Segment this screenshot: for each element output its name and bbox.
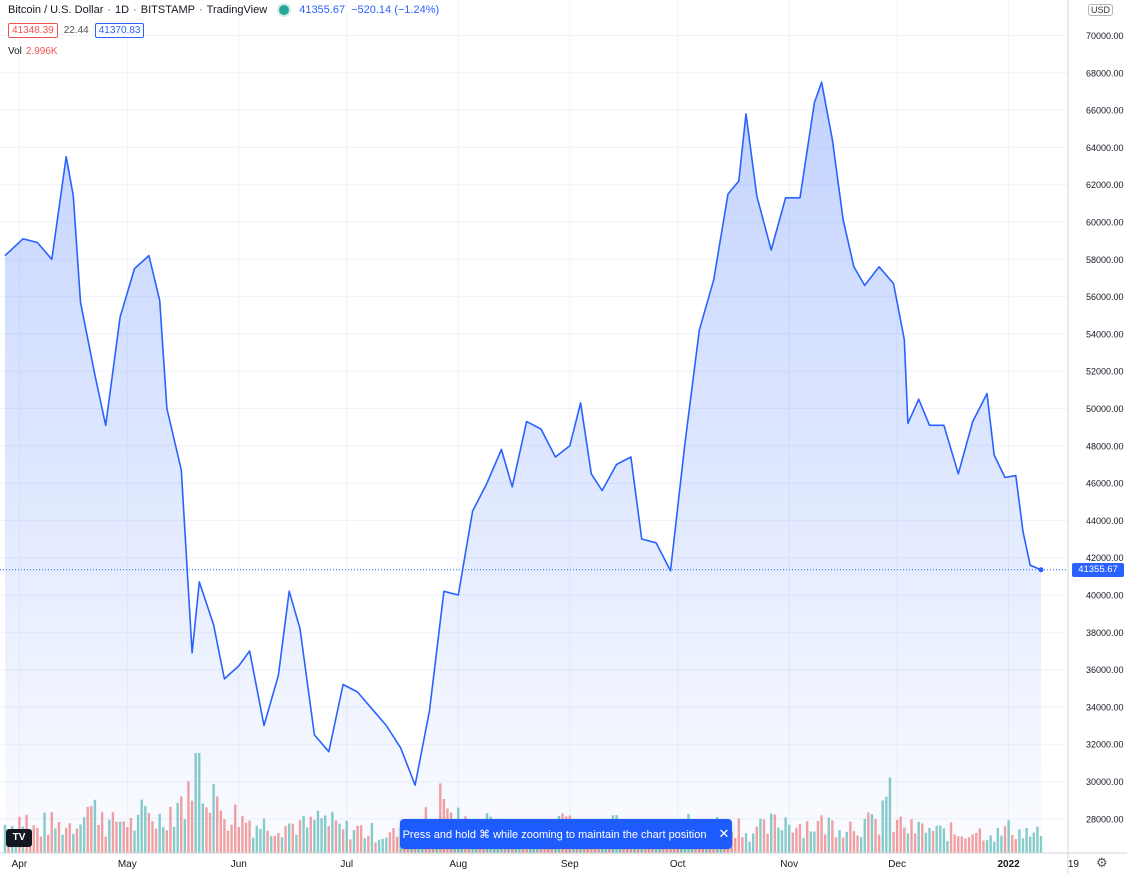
y-tick-label: 56000.00 (1086, 292, 1124, 302)
bid-ask: 41348.39 22.44 41370.83 (8, 23, 145, 38)
y-tick-label: 52000.00 (1086, 367, 1124, 377)
last-price-tag: 41355.67 (1072, 563, 1124, 577)
tradingview-logo[interactable]: TV (6, 829, 32, 847)
y-tick-label: 34000.00 (1086, 702, 1124, 712)
y-tick-label: 62000.00 (1086, 180, 1124, 190)
price-change: −520.14 (−1.24%) (351, 4, 440, 16)
volume-legend: Vol 2.996K (8, 46, 58, 57)
x-tick-label: Dec (888, 859, 906, 870)
source-label: TradingView (206, 4, 268, 16)
y-tick-label: 42000.00 (1086, 553, 1124, 563)
y-tick-label: 48000.00 (1086, 441, 1124, 451)
volume-label: Vol (8, 46, 22, 57)
x-tick-label: 19 (1068, 859, 1080, 870)
y-tick-label: 36000.00 (1086, 665, 1124, 675)
last-price-marker (1038, 567, 1044, 573)
x-tick-label: Jun (231, 859, 247, 870)
y-tick-label: 38000.00 (1086, 628, 1124, 638)
chart-legend: Bitcoin / U.S. Dollar · 1D · BITSTAMP · … (8, 3, 439, 17)
symbol-name[interactable]: Bitcoin / U.S. Dollar (8, 4, 104, 16)
y-tick-label: 32000.00 (1086, 740, 1124, 750)
currency-selector[interactable]: USD (1088, 4, 1114, 16)
y-tick-label: 66000.00 (1086, 106, 1124, 116)
y-tick-label: 60000.00 (1086, 218, 1124, 228)
exchange-label: BITSTAMP (140, 4, 195, 16)
legend-sep-1: · (107, 4, 112, 16)
legend-sep-3: · (198, 4, 203, 16)
market-status-icon[interactable] (277, 3, 292, 17)
gear-icon[interactable]: ⚙ (1096, 855, 1108, 870)
y-tick-label: 40000.00 (1086, 591, 1124, 601)
sell-button[interactable]: 41348.39 (8, 23, 58, 38)
buy-button[interactable]: 41370.83 (94, 23, 145, 38)
price-area (0, 81, 1068, 854)
interval-label[interactable]: 1D (115, 4, 130, 16)
legend-sep-2: · (133, 4, 137, 16)
price-line (4, 81, 1042, 786)
toast-message: Press and hold ⌘ while zooming to mainta… (402, 828, 707, 841)
x-tick-label: Sep (561, 859, 579, 870)
x-tick-label: Jul (340, 859, 353, 870)
y-tick-label: 68000.00 (1086, 68, 1124, 78)
spread-value: 22.44 (63, 25, 89, 36)
volume-value: 2.996K (25, 46, 58, 57)
zoom-hint-toast: Press and hold ⌘ while zooming to mainta… (400, 819, 732, 849)
y-tick-label: 70000.00 (1086, 31, 1124, 41)
x-tick-label: 2022 (998, 859, 1021, 870)
x-tick-label: Apr (12, 859, 28, 870)
price-area-fill (5, 82, 1041, 854)
y-tick-label: 64000.00 (1086, 143, 1124, 153)
last-price: 41355.67 (299, 4, 346, 16)
x-tick-label: Nov (780, 859, 798, 870)
close-icon[interactable]: ✕ (718, 826, 730, 841)
x-tick-label: May (118, 859, 137, 870)
y-tick-label: 30000.00 (1086, 777, 1124, 787)
x-tick-label: Oct (670, 859, 686, 870)
y-tick-label: 28000.00 (1086, 814, 1124, 824)
y-tick-label: 58000.00 (1086, 255, 1124, 265)
x-tick-label: Aug (449, 859, 467, 870)
y-tick-label: 54000.00 (1086, 329, 1124, 339)
y-tick-label: 44000.00 (1086, 516, 1124, 526)
y-tick-label: 46000.00 (1086, 479, 1124, 489)
y-tick-label: 50000.00 (1086, 404, 1124, 414)
